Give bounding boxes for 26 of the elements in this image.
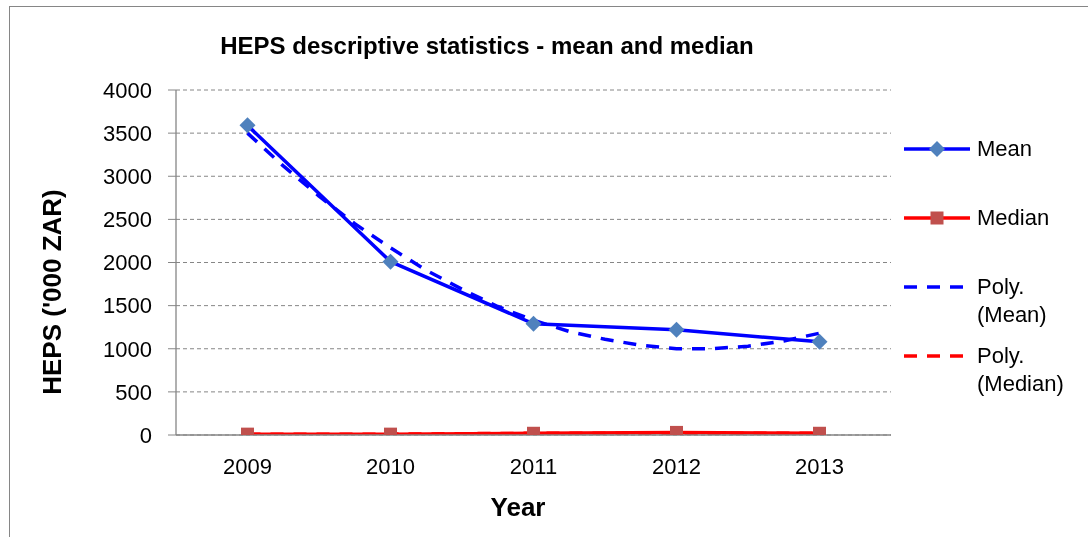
y-tick-label: 3000	[103, 164, 152, 190]
point	[668, 321, 685, 338]
y-tick-label: 0	[139, 422, 152, 448]
point	[239, 117, 256, 134]
y-tick-label: 2500	[103, 207, 152, 233]
legend-label: Poly. (Median)	[977, 342, 1065, 398]
y-tick-label: 3500	[103, 120, 152, 146]
legend-label: Median	[977, 204, 1051, 232]
point	[382, 253, 399, 270]
y-tick-label: 2000	[103, 250, 152, 276]
x-axis-title: Year	[490, 492, 546, 522]
legend-label: Poly. (Mean)	[977, 273, 1048, 329]
y-tick-label: 1500	[103, 293, 152, 319]
point	[525, 315, 542, 332]
x-tick-label: 2009	[223, 453, 272, 479]
x-tick-label: 2012	[652, 453, 701, 479]
chart-title: HEPS descriptive statistics - mean and median	[220, 32, 754, 60]
y-tick-label: 4000	[103, 77, 152, 103]
x-tick-label: 2011	[509, 453, 558, 479]
y-axis-title: HEPS ('000 ZAR)	[37, 189, 67, 395]
y-tick-label: 500	[115, 379, 152, 405]
point	[811, 333, 828, 350]
x-tick-label: 2010	[366, 453, 415, 479]
legend-label: Mean	[977, 135, 1034, 163]
x-tick-label: 2013	[795, 453, 844, 479]
y-tick-label: 1000	[103, 336, 152, 362]
